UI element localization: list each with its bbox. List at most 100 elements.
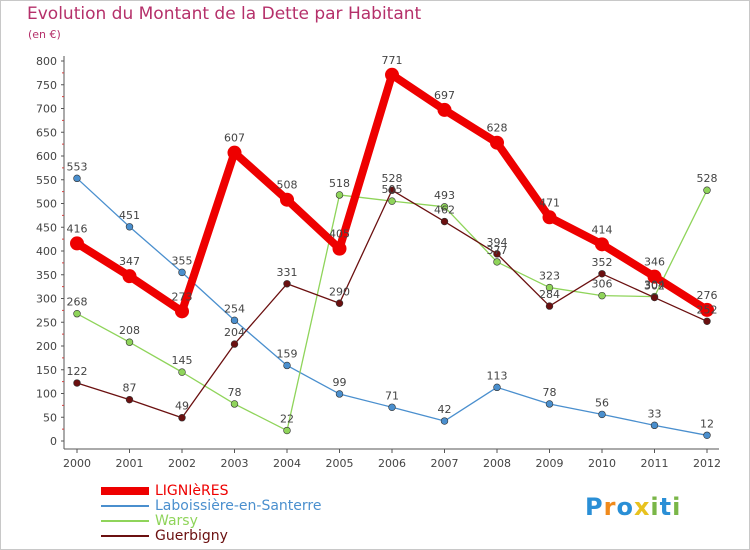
y-tick-label: 50 [43, 411, 57, 424]
data-label: 331 [277, 266, 298, 279]
data-point-1 [125, 223, 134, 231]
data-label: 71 [385, 389, 399, 402]
legend-item: Guerbigny [101, 528, 321, 544]
data-label: 273 [172, 290, 193, 303]
data-label: 56 [595, 396, 609, 409]
x-tick-label: 2006 [378, 457, 406, 470]
data-point-1 [73, 174, 81, 183]
x-tick-label: 2003 [221, 457, 249, 470]
x-tick-label: 2012 [693, 457, 721, 470]
data-label: 113 [487, 369, 508, 382]
x-tick-label: 2001 [116, 457, 144, 470]
legend-swatch [101, 534, 149, 537]
data-point-0 [490, 135, 504, 150]
data-label: 284 [539, 288, 560, 301]
data-point-3 [440, 217, 449, 226]
legend: LIGNIèRES Laboissière-en-Santerre Warsy Gue… [101, 482, 321, 544]
data-point-2 [598, 291, 606, 300]
data-point-1 [178, 268, 186, 277]
data-label: 12 [700, 417, 714, 430]
data-label: 697 [434, 89, 455, 102]
y-tick-label: 250 [36, 316, 57, 329]
data-point-1 [703, 431, 711, 439]
data-point-1 [388, 403, 396, 411]
data-point-0 [595, 237, 609, 252]
data-point-0 [332, 241, 347, 256]
x-tick-label: 2010 [588, 457, 616, 470]
data-label: 505 [382, 183, 403, 196]
data-point-3 [703, 317, 711, 325]
data-point-2 [230, 400, 239, 408]
y-tick-label: 450 [36, 221, 57, 234]
legend-item: Laboissière-en-Santerre [101, 498, 321, 514]
data-point-3 [598, 270, 606, 278]
data-point-3 [335, 299, 344, 307]
data-label: 352 [592, 256, 613, 269]
data-label: 771 [382, 54, 403, 67]
x-tick-label: 2005 [326, 457, 354, 470]
data-point-2 [703, 186, 711, 194]
data-point-0 [175, 304, 189, 319]
data-label: 416 [67, 222, 88, 235]
data-point-1 [335, 390, 344, 398]
data-label: 122 [67, 365, 88, 378]
legend-item: Warsy [101, 512, 321, 529]
chart-title: Evolution du Montant de la Dette par Hab… [27, 4, 422, 24]
data-point-0 [280, 192, 294, 207]
y-tick-label: 300 [36, 293, 57, 306]
data-label: 33 [648, 407, 662, 420]
y-tick-label: 400 [36, 245, 57, 258]
x-tick-label: 2009 [536, 457, 564, 470]
data-point-0 [385, 67, 399, 82]
data-point-1 [493, 383, 501, 392]
data-label: 252 [697, 303, 718, 316]
x-tick-label: 2011 [641, 457, 669, 470]
x-tick-label: 2002 [168, 457, 196, 470]
legend-label: LIGNIèRES [155, 482, 229, 499]
data-point-3 [178, 414, 186, 422]
y-tick-label: 100 [36, 388, 57, 401]
data-point-0 [70, 236, 84, 251]
data-label: 323 [539, 270, 560, 283]
data-point-2 [125, 338, 134, 346]
legend-label: Warsy [155, 512, 198, 529]
data-label: 471 [539, 196, 560, 209]
data-label: 204 [224, 326, 245, 339]
data-point-3 [650, 293, 659, 302]
data-point-3 [125, 395, 134, 404]
data-label: 355 [172, 254, 193, 267]
data-point-2 [545, 283, 554, 292]
data-point-0 [700, 302, 714, 317]
data-point-2 [283, 426, 291, 435]
data-point-0 [122, 269, 137, 284]
data-label: 462 [434, 204, 455, 217]
data-point-3 [230, 340, 239, 348]
data-label: 208 [119, 324, 140, 337]
data-label: 78 [228, 386, 242, 399]
y-tick-label: 700 [36, 103, 57, 116]
y-tick-label: 0 [50, 435, 57, 448]
data-label: 145 [172, 354, 193, 367]
data-label: 78 [543, 386, 557, 399]
y-tick-label: 800 [36, 55, 57, 68]
data-label: 290 [329, 285, 350, 298]
data-point-1 [230, 316, 239, 325]
data-point-2 [493, 258, 501, 266]
y-tick-label: 550 [36, 174, 57, 187]
y-tick-label: 600 [36, 150, 57, 163]
x-tick-label: 2008 [483, 457, 511, 470]
data-label: 42 [438, 403, 452, 416]
data-label: 528 [697, 172, 718, 185]
legend-swatch [101, 519, 149, 522]
data-label: 628 [487, 122, 508, 135]
data-point-1 [440, 417, 449, 425]
data-label: 553 [67, 160, 88, 173]
data-label: 518 [329, 177, 350, 190]
data-label: 394 [487, 236, 508, 249]
legend-item: LIGNIèRES [101, 482, 321, 499]
data-point-2 [388, 197, 396, 205]
data-label: 528 [382, 172, 403, 185]
data-label: 377 [487, 244, 508, 257]
